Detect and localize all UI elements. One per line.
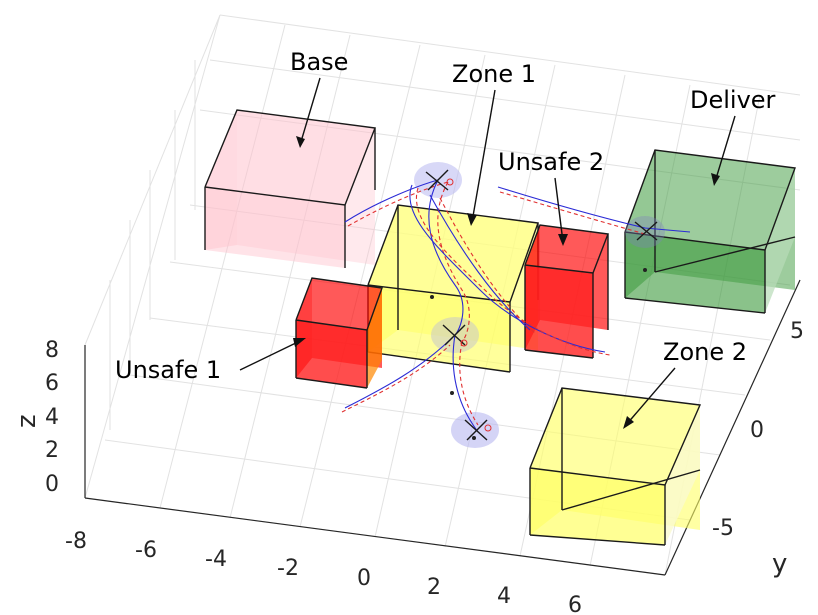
x-tick-label: 2 (427, 575, 441, 600)
x-tick-label: 6 (568, 593, 582, 615)
region-annotations: Base Zone 1 Deliver Unsafe 2 Unsafe 1 Zo… (115, 48, 776, 429)
z-tick-label: 4 (45, 405, 59, 430)
unsafe1-region-box (295, 277, 383, 389)
x-tick-label: 0 (357, 566, 371, 591)
base-region-box (204, 109, 376, 268)
deliver-label: Deliver (690, 86, 776, 114)
z-tick-label: 6 (45, 371, 59, 396)
z-tick-label: 8 (45, 338, 59, 363)
x-tick-label: -6 (135, 538, 157, 563)
unsafe2-label: Unsafe 2 (498, 148, 604, 176)
z-axis-label: z (12, 414, 42, 428)
zone2-label: Zone 2 (663, 338, 747, 366)
y-tick-label: -5 (712, 516, 734, 541)
unsafe2-region-box (524, 224, 609, 359)
x-tick-label: -4 (205, 547, 227, 572)
z-tick-label: 0 (45, 472, 59, 497)
waypoint-crosses (425, 169, 658, 441)
y-tick-labels: 5 0 -5 y (712, 319, 804, 579)
x-tick-label: -8 (65, 529, 87, 554)
deliver-region-box (624, 149, 796, 314)
x-tick-labels: -8 -6 -4 -2 0 2 4 6 (65, 529, 582, 615)
y-axis-label: y (772, 549, 787, 579)
y-tick-label: 5 (790, 319, 804, 344)
zone2-region-box (529, 387, 702, 546)
x-tick-label: 4 (497, 584, 511, 609)
z-tick-labels: 8 6 4 2 0 z (12, 338, 59, 497)
zone1-label: Zone 1 (452, 60, 536, 88)
y-tick-label: 0 (750, 418, 764, 443)
base-label: Base (290, 48, 348, 76)
z-tick-label: 2 (45, 438, 59, 463)
unsafe1-label: Unsafe 1 (115, 356, 221, 384)
trajectory-lines (341, 179, 691, 433)
x-tick-label: -2 (277, 556, 299, 581)
